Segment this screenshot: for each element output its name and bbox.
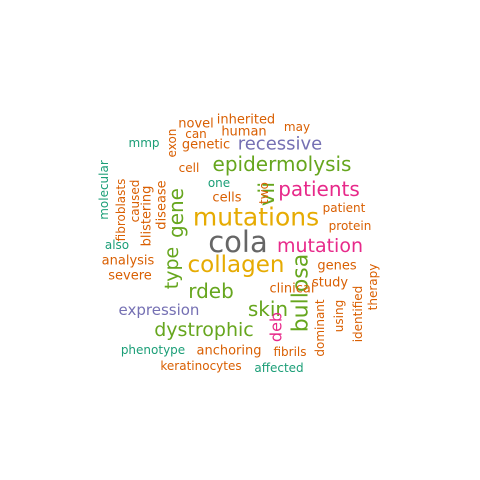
word-human: human — [221, 125, 266, 140]
word-identified: identified — [351, 286, 365, 343]
word-anchoring: anchoring — [197, 344, 262, 359]
word-fibrils: fibrils — [273, 345, 306, 359]
word-inherited: inherited — [217, 113, 275, 128]
word-novel: novel — [178, 117, 214, 132]
word-vii: vii — [255, 182, 279, 206]
word-cells: cells — [212, 191, 241, 206]
word-exon: exon — [165, 129, 179, 158]
word-cell: cell — [179, 161, 200, 175]
word-recessive: recessive — [238, 134, 323, 155]
word-type: type — [161, 247, 183, 289]
word-study: study — [312, 276, 348, 291]
word-molecular: molecular — [97, 160, 111, 220]
word-mmp: mmp — [129, 136, 160, 150]
word-mutations: mutations — [193, 203, 319, 232]
word-mutation: mutation — [277, 235, 363, 257]
word-one: one — [208, 176, 230, 190]
word-keratinocytes: keratinocytes — [160, 359, 241, 373]
word-can: can — [185, 127, 207, 141]
word-fibroblasts: fibroblasts — [114, 179, 128, 242]
word-dystrophic: dystrophic — [154, 319, 254, 341]
word-expression: expression — [119, 301, 200, 319]
word-gene: gene — [164, 188, 188, 238]
word-rdeb: rdeb — [188, 279, 234, 303]
word-disease: disease — [155, 180, 170, 229]
word-deb: deb — [267, 312, 286, 342]
word-genetic: genetic — [182, 138, 230, 153]
word-severe: severe — [108, 269, 152, 284]
word-therapy: therapy — [366, 264, 380, 311]
word-may: may — [284, 120, 310, 134]
word-genes: genes — [317, 259, 356, 274]
word-analysis: analysis — [102, 254, 155, 269]
word-phenotype: phenotype — [121, 343, 185, 357]
word-clinical: clinical — [270, 282, 315, 297]
word-bullosa: bullosa — [289, 254, 314, 333]
word-cola: cola — [208, 225, 268, 259]
word-using: using — [332, 300, 346, 332]
word-patient: patient — [323, 201, 366, 215]
word-two: two — [257, 182, 271, 204]
word-epidermolysis: epidermolysis — [213, 152, 352, 176]
word-also: also — [105, 238, 129, 252]
word-protein: protein — [329, 219, 372, 233]
word-affected: affected — [254, 361, 303, 375]
word-collagen: collagen — [188, 252, 285, 278]
word-dominant: dominant — [313, 299, 327, 357]
word-caused: caused — [128, 180, 142, 223]
word-patients: patients — [278, 177, 360, 201]
word-skin: skin — [248, 297, 288, 321]
word-blistering: blistering — [140, 186, 155, 247]
